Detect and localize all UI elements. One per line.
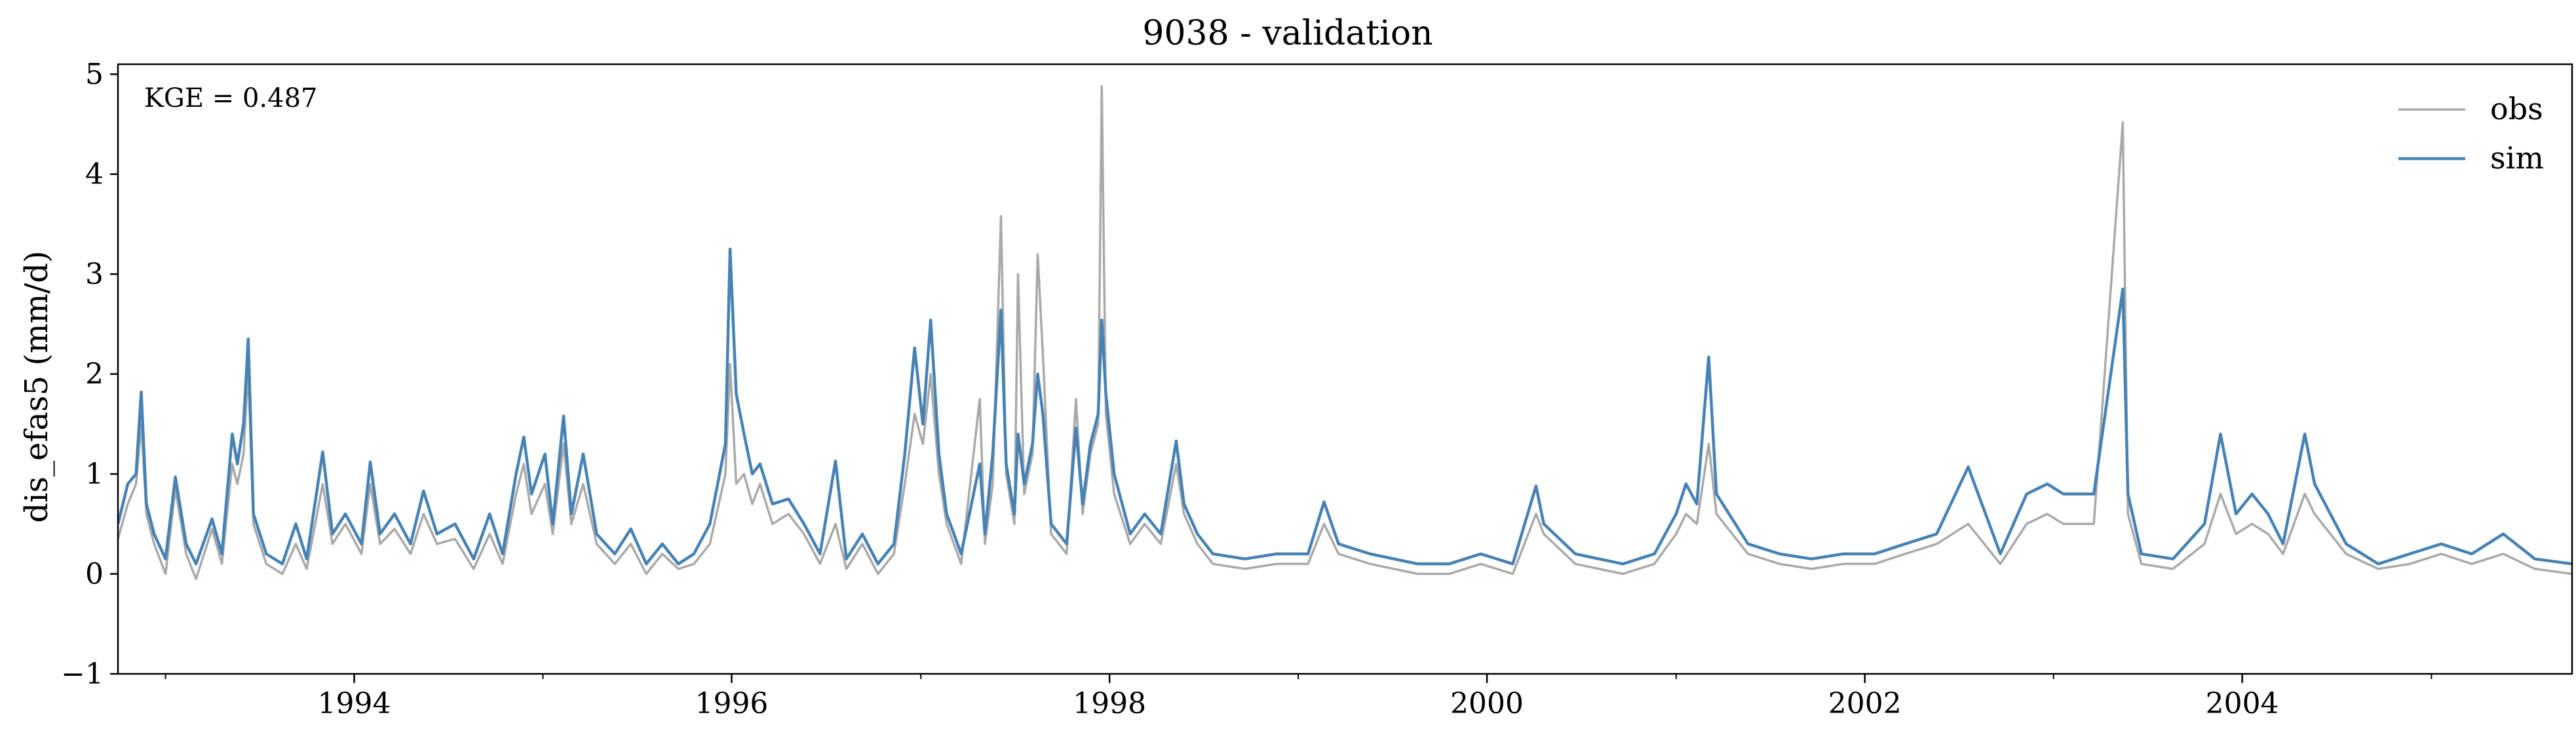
plot-area: −1 0 1 2 3 4 5 1994 1996 1998 2000 2002 2004 bbox=[61, 58, 2573, 720]
y-tick-label: 5 bbox=[85, 58, 104, 91]
plot-frame bbox=[117, 63, 2573, 675]
x-tick-label: 1996 bbox=[695, 687, 768, 720]
x-tick-label: 1998 bbox=[1073, 687, 1146, 720]
x-tick-label: 2004 bbox=[2206, 687, 2279, 720]
y-axis-label: dis_efas5 (mm/d) bbox=[18, 250, 55, 522]
y-axis: −1 0 1 2 3 4 5 bbox=[61, 58, 118, 691]
y-tick-label: 0 bbox=[85, 558, 104, 591]
x-axis: 1994 1996 1998 2000 2002 2004 bbox=[164, 674, 2432, 720]
y-tick-label: 1 bbox=[85, 458, 104, 491]
y-tick-label: 3 bbox=[85, 258, 104, 291]
legend-label-sim: sim bbox=[2490, 140, 2544, 176]
kge-annotation: KGE = 0.487 bbox=[144, 83, 318, 113]
x-tick-label: 1994 bbox=[318, 687, 391, 720]
y-tick-label: −1 bbox=[61, 657, 104, 691]
y-tick-label: 2 bbox=[85, 358, 104, 391]
legend-label-obs: obs bbox=[2490, 91, 2543, 127]
x-tick-label: 2002 bbox=[1828, 687, 1902, 720]
y-tick-label: 4 bbox=[85, 158, 104, 191]
series-lines bbox=[118, 85, 2572, 580]
series-line-sim bbox=[118, 247, 2572, 566]
chart-title: 9038 - validation bbox=[1142, 14, 1432, 53]
series-line-obs bbox=[118, 85, 2572, 580]
legend: obs sim bbox=[2398, 91, 2544, 176]
x-tick-label: 2000 bbox=[1450, 687, 1524, 720]
